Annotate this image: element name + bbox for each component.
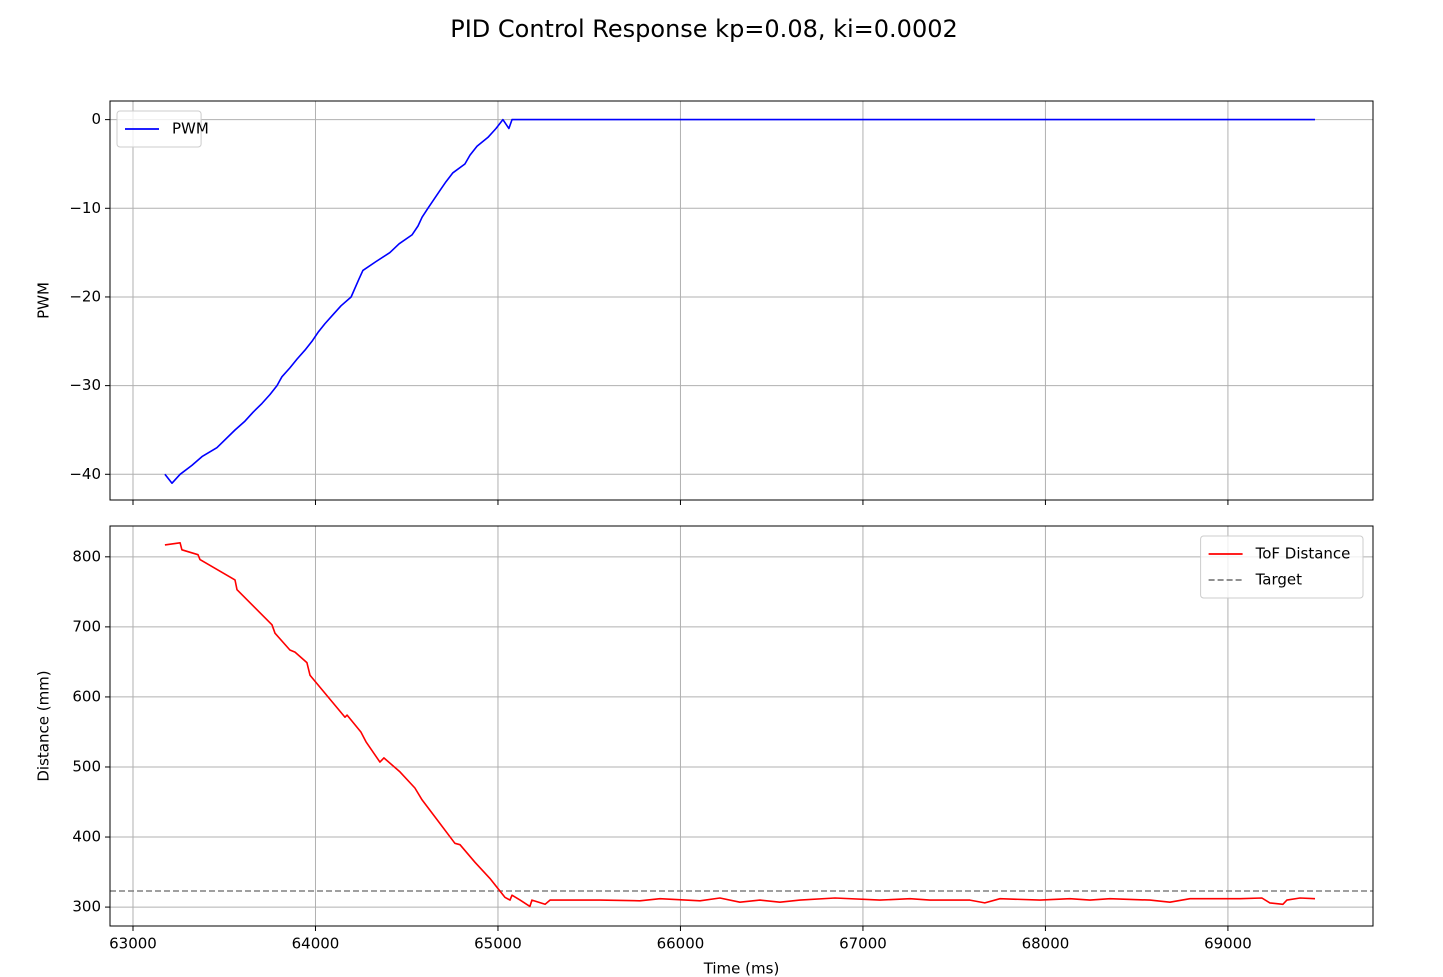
legend-box [116,110,202,148]
y-tick-label: −40 [69,465,101,483]
data-line [164,542,1316,908]
data-line [164,118,1315,484]
y-axis-label: PWM [35,282,53,319]
y-tick-label: 700 [72,617,101,635]
legend-label: ToF Distance [1255,545,1351,563]
y-tick-label: 400 [72,828,101,846]
legend-box [1200,535,1364,599]
x-tick-label: 66000 [657,935,705,953]
axes-frame [109,100,1374,501]
x-tick-label: 65000 [474,935,522,953]
y-tick-label: 800 [72,547,101,565]
x-tick-label: 63000 [109,935,157,953]
y-tick-label: −20 [69,287,101,305]
legend-label: Target [1255,571,1303,589]
x-tick-label: 69000 [1204,935,1252,953]
y-tick-label: −30 [69,376,101,394]
x-tick-label: 64000 [292,935,340,953]
x-tick-label: 67000 [839,935,887,953]
x-axis-label: Time (ms) [703,960,780,977]
y-tick-label: 300 [72,898,101,916]
axes-frame [109,525,1374,927]
x-tick-label: 68000 [1022,935,1070,953]
y-tick-label: 600 [72,687,101,705]
y-tick-label: 500 [72,757,101,775]
legend: ToF Distance Target [1200,535,1364,599]
y-tick-label: 0 [91,110,101,128]
legend: PWM [116,110,209,148]
y-axis-label: Distance (mm) [35,670,53,781]
legend-label: PWM [172,120,209,138]
y-tick-label: −10 [69,199,101,217]
figure-title: PID Control Response kp=0.08, ki=0.0002 [450,15,958,43]
